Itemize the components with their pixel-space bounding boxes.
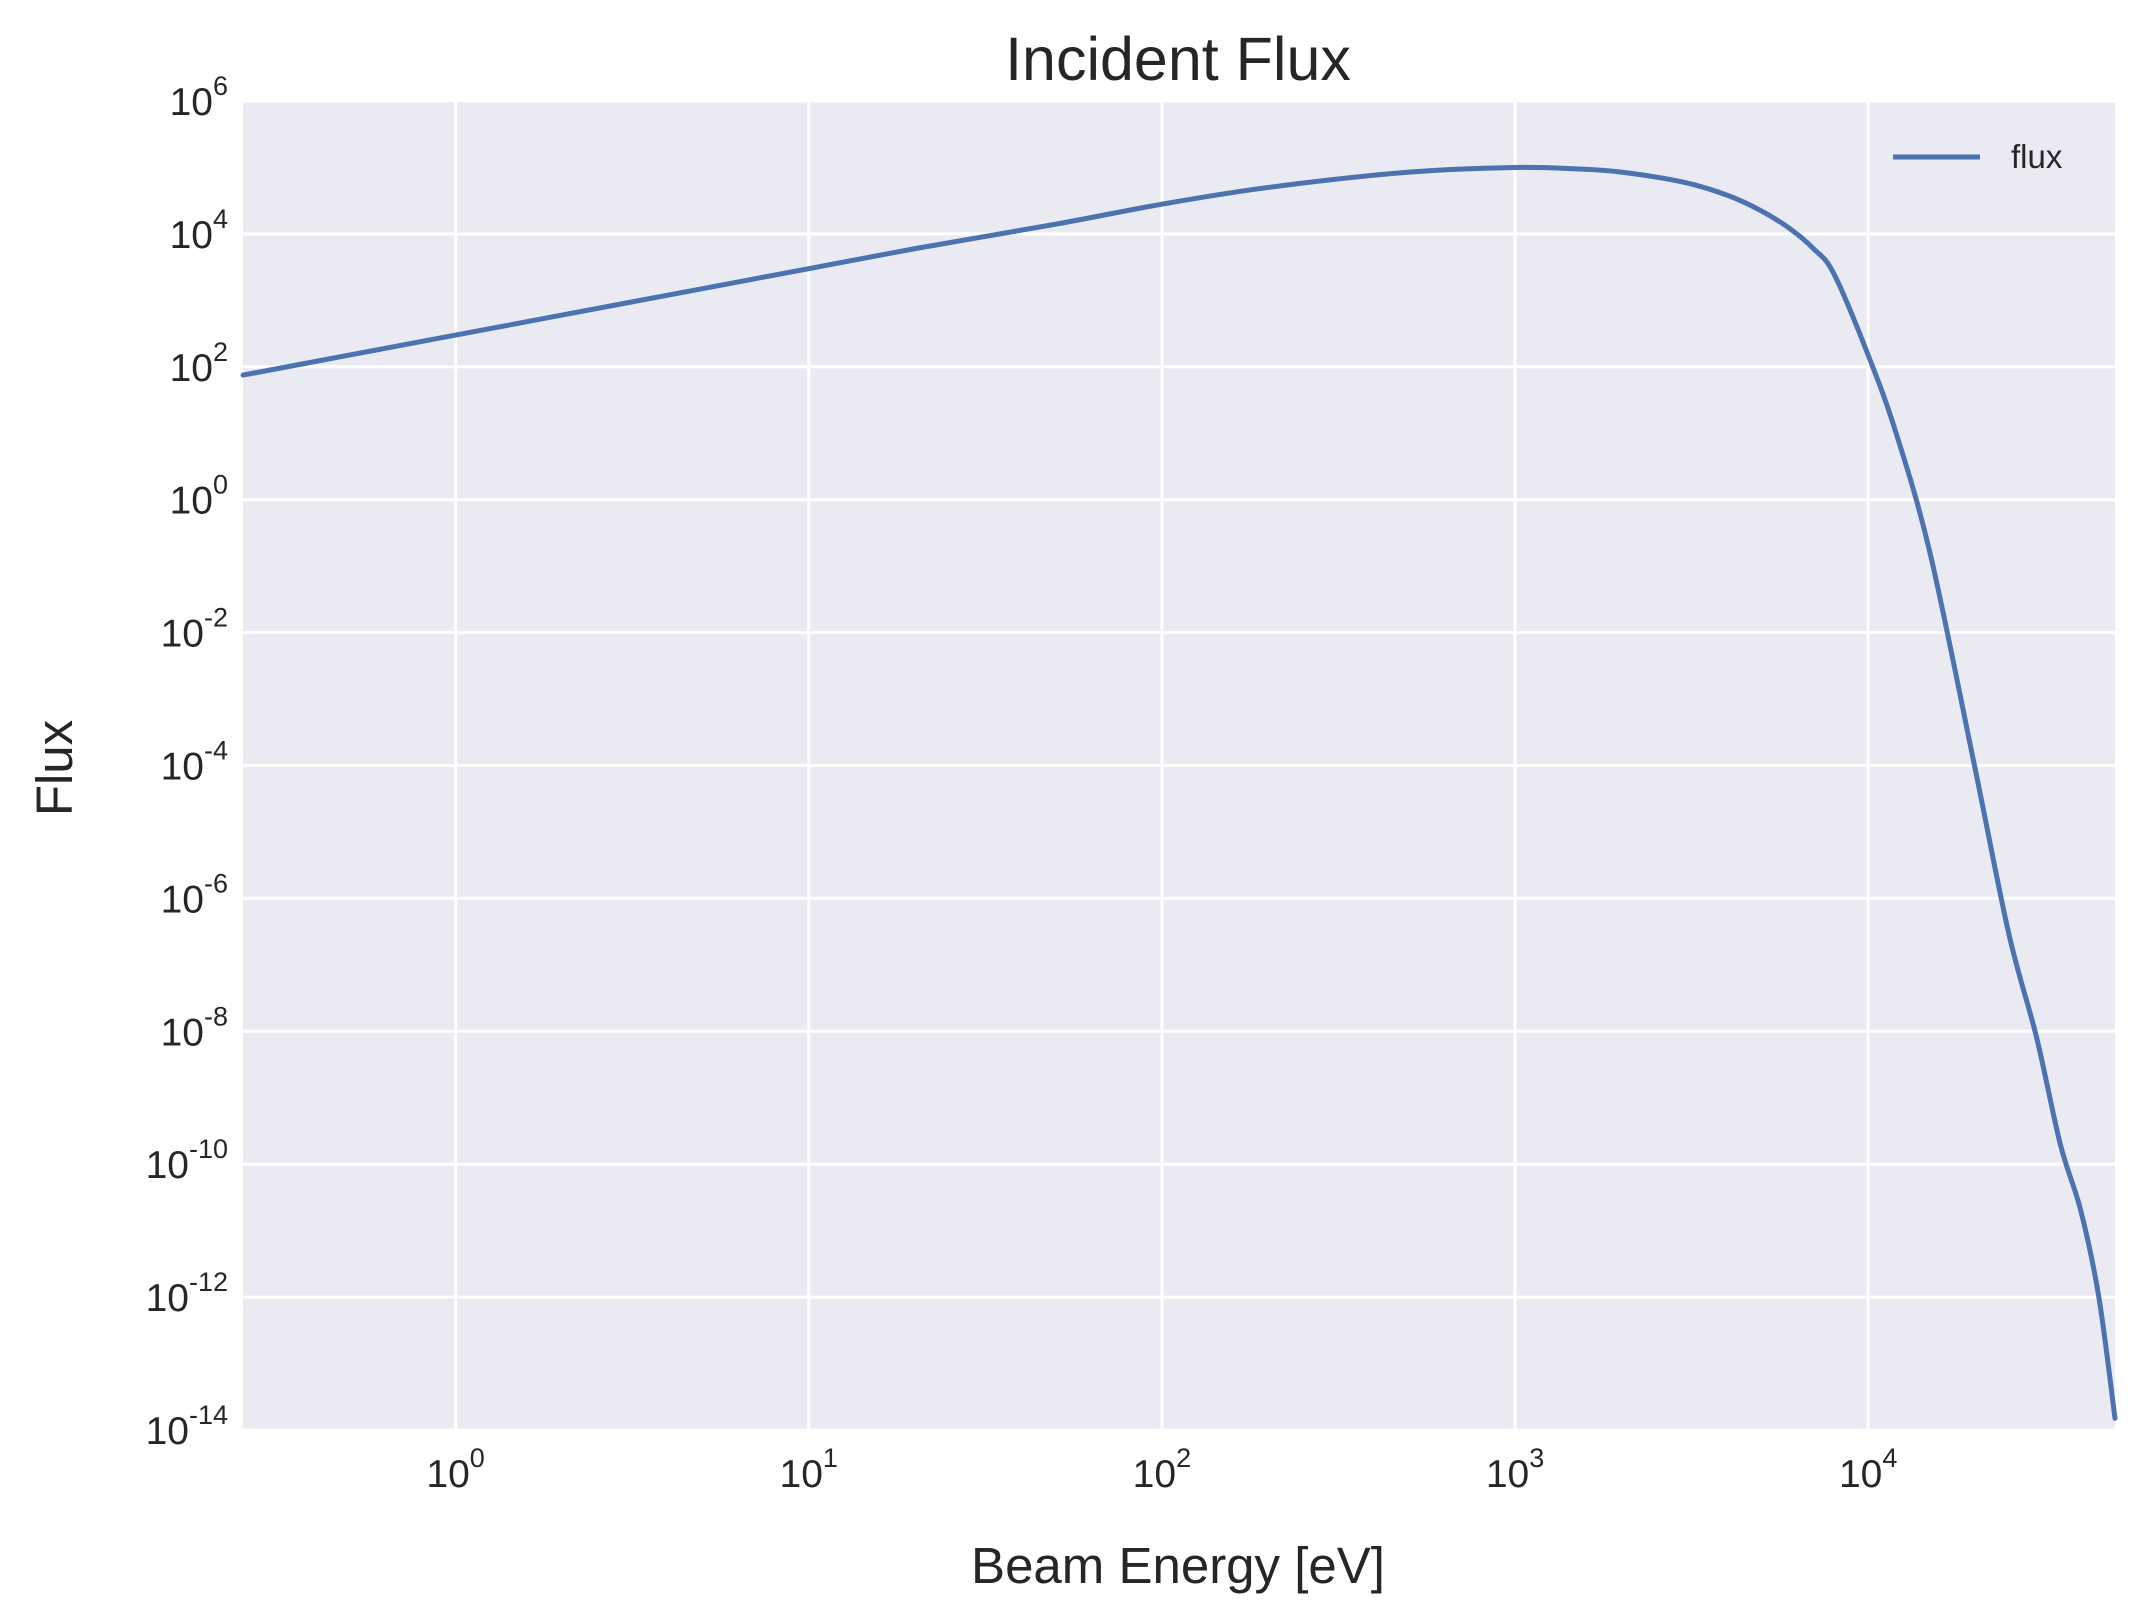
y-tick-label: 10-4 bbox=[161, 736, 228, 789]
y-tick-label: 100 bbox=[170, 470, 228, 523]
y-tick-labels: 106 104 102 100 10-2 10-4 10-6 10-8 10-10 10-12 10… bbox=[146, 71, 228, 1453]
y-tick-label: 10-14 bbox=[146, 1400, 228, 1453]
y-tick-label: 10-10 bbox=[146, 1134, 228, 1187]
legend: flux bbox=[1893, 138, 2063, 175]
x-tick-label: 102 bbox=[1133, 1443, 1191, 1496]
chart-title: Incident Flux bbox=[1005, 25, 1351, 93]
x-tick-label: 101 bbox=[780, 1443, 838, 1496]
y-tick-label: 104 bbox=[170, 204, 228, 257]
y-tick-label: 102 bbox=[170, 337, 228, 390]
y-tick-label: 106 bbox=[170, 71, 228, 124]
y-gridlines bbox=[243, 99, 2115, 1432]
y-tick-label: 10-12 bbox=[146, 1267, 228, 1320]
y-tick-label: 10-6 bbox=[161, 868, 228, 921]
legend-label: flux bbox=[2011, 138, 2063, 175]
x-tick-label: 100 bbox=[426, 1443, 484, 1496]
x-tick-label: 104 bbox=[1839, 1443, 1897, 1496]
x-tick-label: 103 bbox=[1486, 1443, 1544, 1496]
flux-series-line bbox=[240, 164, 2118, 1421]
y-tick-label: 10-2 bbox=[161, 603, 228, 656]
x-tick-labels: 100 101 102 103 104 bbox=[426, 1443, 1897, 1496]
x-axis-label: Beam Energy [eV] bbox=[971, 1537, 1385, 1594]
y-axis-label: Flux bbox=[26, 720, 83, 816]
y-tick-label: 10-8 bbox=[161, 1001, 228, 1054]
x-gridlines bbox=[454, 101, 1870, 1430]
